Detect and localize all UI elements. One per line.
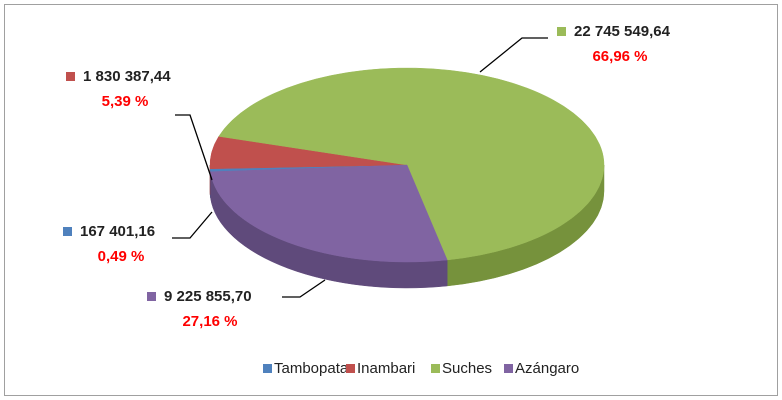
percent-label: 27,16 % xyxy=(182,313,237,330)
label-marker xyxy=(557,27,566,36)
legend-marker xyxy=(346,364,355,373)
pie xyxy=(209,67,605,289)
legend-marker xyxy=(504,364,513,373)
legend-label: Azángaro xyxy=(515,360,579,377)
leader-line xyxy=(175,114,213,181)
leader-line xyxy=(479,37,548,73)
label-marker xyxy=(147,292,156,301)
legend-label: Suches xyxy=(442,360,492,377)
slice xyxy=(218,67,605,261)
label-marker xyxy=(66,72,75,81)
legend-marker xyxy=(431,364,440,373)
value-label: 1 830 387,44 xyxy=(83,68,171,85)
legend: Tambopata Inambari Suches Azángaro xyxy=(263,360,579,377)
value-label: 167 401,16 xyxy=(80,223,155,240)
value-label: 9 225 855,70 xyxy=(164,288,252,305)
percent-label: 0,49 % xyxy=(98,248,145,265)
legend-label: Tambopata xyxy=(274,360,349,377)
leader-line xyxy=(282,279,326,298)
legend-label: Inambari xyxy=(357,360,415,377)
label-marker xyxy=(63,227,72,236)
slice xyxy=(210,164,448,263)
labels: 167 401,16 0,49 % 1 830 387,44 5,39 % 22 745… xyxy=(63,23,671,330)
value-label: 22 745 549,64 xyxy=(574,23,671,40)
percent-label: 66,96 % xyxy=(592,48,647,65)
leader-line xyxy=(172,211,213,239)
percent-label: 5,39 % xyxy=(102,93,149,110)
legend-marker xyxy=(263,364,272,373)
